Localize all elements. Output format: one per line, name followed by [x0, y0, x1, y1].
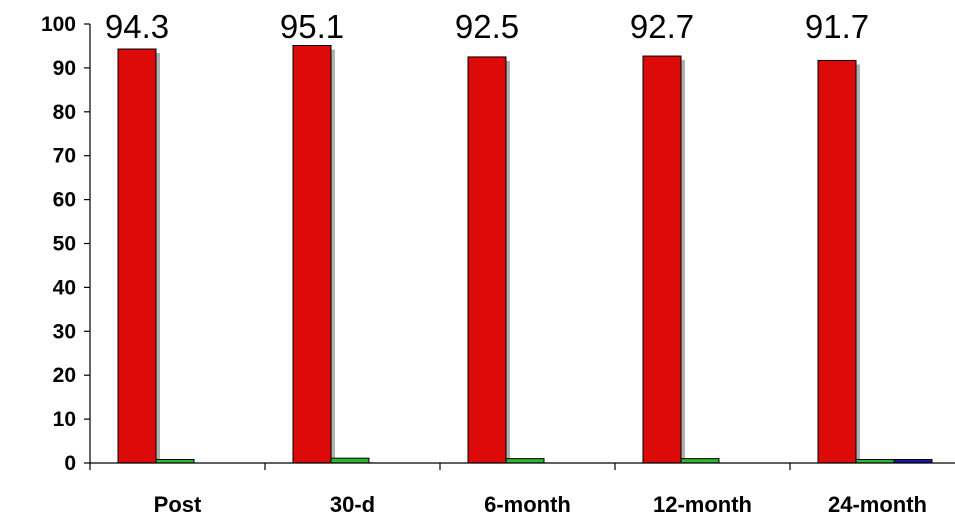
data-labels: 94.3 95.1 92.5 92.7 91.7 [105, 8, 869, 45]
data-label: 92.5 [455, 8, 519, 45]
category-label: 30-d [330, 492, 375, 517]
y-tick-label: 70 [53, 145, 76, 168]
data-label: 95.1 [280, 8, 344, 45]
bar-series-2-30-d [330, 457, 370, 464]
y-tick-label: 60 [53, 189, 76, 212]
y-tick-label: 80 [53, 101, 76, 124]
bar-series-1-24-month [817, 59, 857, 464]
category-label: 12-month [653, 492, 752, 517]
bar-series-1-6-month [467, 56, 507, 464]
category-label: 24-month [828, 492, 927, 517]
data-label: 94.3 [105, 8, 169, 45]
y-axis-ticks: 0 10 20 30 40 50 60 70 80 90 100 [41, 13, 90, 475]
y-tick-label: 10 [53, 408, 76, 431]
category-label: 6-month [484, 492, 571, 517]
bars [117, 45, 933, 464]
y-tick-label: 100 [41, 13, 76, 36]
y-tick-label: 20 [53, 364, 76, 387]
x-axis-ticks [89, 463, 791, 470]
category-label: Post [154, 492, 202, 517]
y-tick-label: 50 [53, 233, 76, 256]
bar-series-1-Post [117, 48, 157, 464]
y-tick-label: 40 [53, 276, 76, 299]
category-labels: Post 30-d 6-month 12-month 24-month [154, 492, 927, 517]
bar-series-1-30-d [292, 45, 332, 464]
bar-series-1-12-month [642, 55, 682, 464]
y-tick-label: 0 [64, 452, 76, 475]
bar-series-2-12-month [680, 458, 720, 464]
y-tick-label: 90 [53, 57, 76, 80]
data-label: 92.7 [630, 8, 694, 45]
bar-series-2-6-month [505, 458, 545, 464]
data-label: 91.7 [805, 8, 869, 45]
y-tick-label: 30 [53, 320, 76, 343]
